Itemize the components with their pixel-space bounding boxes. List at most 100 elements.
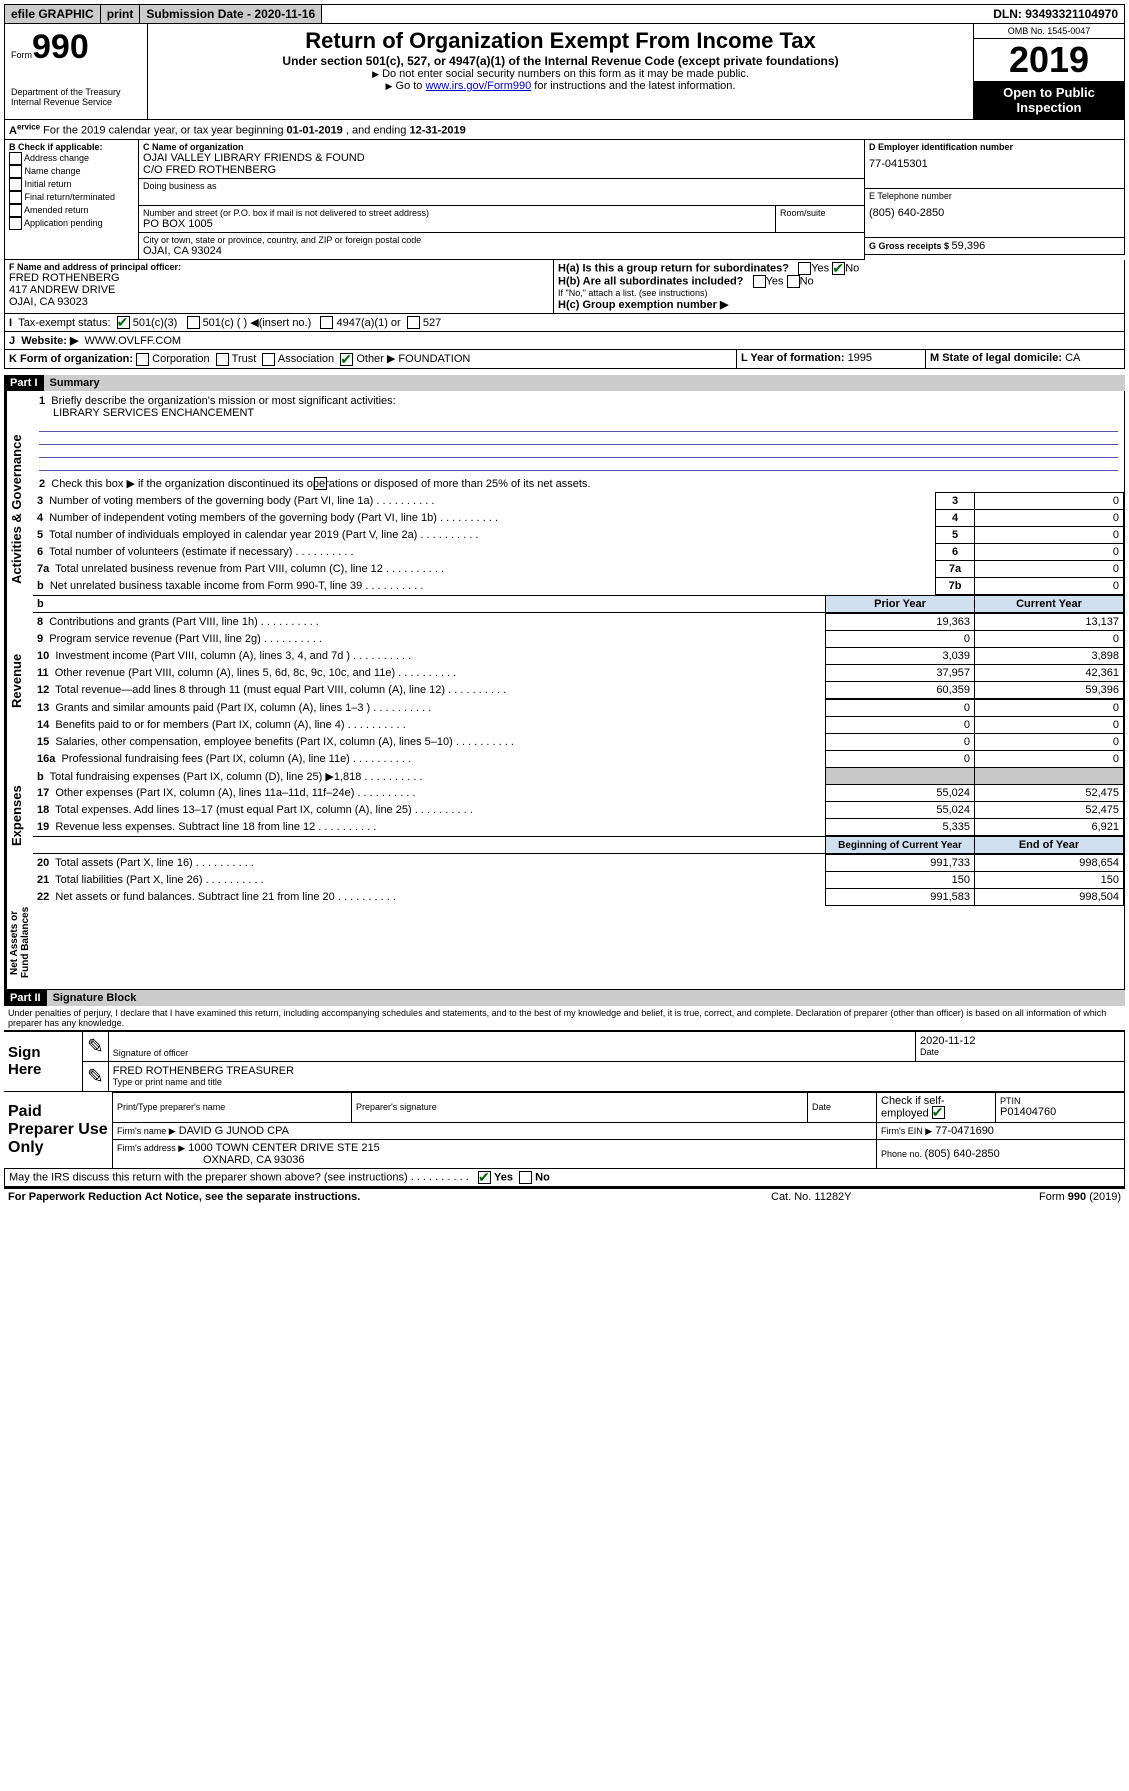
checkbox-ha-yes[interactable] [798, 262, 811, 275]
table-row: 4 Number of independent voting members o… [33, 510, 1124, 527]
checkbox-discuss-yes[interactable] [478, 1171, 491, 1184]
part-i-header: Part I Summary [4, 375, 1125, 391]
table-row: 12 Total revenue—add lines 8 through 11 … [33, 682, 1124, 699]
checkbox-hb-yes[interactable] [753, 275, 766, 288]
checkbox-other[interactable] [340, 353, 353, 366]
lbl-pending: Application pending [24, 218, 103, 228]
irs-label: Internal Revenue Service [11, 97, 141, 107]
table-row: 21 Total liabilities (Part X, line 26)15… [33, 872, 1124, 889]
opt-501c: 501(c) ( ) ◀(insert no.) [203, 317, 312, 329]
checkbox-trust[interactable] [216, 353, 229, 366]
table-row: 22 Net assets or fund balances. Subtract… [33, 889, 1124, 906]
hb-label: H(b) Are all subordinates included? [558, 275, 743, 287]
lbl-yes: Yes [811, 262, 829, 274]
city-state-zip: OJAI, CA 93024 [143, 245, 860, 257]
line-klm: K Form of organization: Corporation Trus… [4, 350, 1125, 369]
page-title: Return of Organization Exempt From Incom… [152, 28, 969, 54]
summary-block: Activities & Governance Revenue Expenses… [4, 391, 1125, 990]
signature-table: Sign Here ✎ Signature of officer 2020-11… [4, 1030, 1125, 1092]
pen-icon: ✎ [83, 1061, 109, 1091]
firm-ein-label: Firm's EIN ▶ [881, 1126, 932, 1136]
summary-content: 1 Briefly describe the organization's mi… [33, 391, 1124, 989]
checkbox-app-pending[interactable] [9, 217, 22, 230]
efile-button[interactable]: efile GRAPHIC [5, 5, 101, 23]
table-row: 11 Other revenue (Part VIII, column (A),… [33, 665, 1124, 682]
hc-label: H(c) Group exemption number ▶ [558, 298, 1120, 311]
checkbox-name-change[interactable] [9, 165, 22, 178]
box-c: C Name of organization OJAI VALLEY LIBRA… [139, 140, 865, 260]
c-name-label: C Name of organization [143, 142, 860, 152]
vt-netassets: Net Assets or Fund Balances [5, 896, 33, 989]
page-footer: For Paperwork Reduction Act Notice, see … [4, 1187, 1125, 1205]
checkbox-ha-no[interactable] [832, 262, 845, 275]
governance-table: 3 Number of voting members of the govern… [33, 492, 1124, 595]
box-b-header: B Check if applicable: [9, 142, 134, 152]
checkbox-final-return[interactable] [9, 191, 22, 204]
entity-info-block: B Check if applicable: Address change Na… [4, 140, 1125, 260]
year-end: 12-31-2019 [409, 125, 465, 137]
part-i-title: Summary [44, 375, 1125, 391]
hdr-begin: Beginning of Current Year [826, 837, 975, 854]
print-button[interactable]: print [101, 5, 141, 23]
officer-name: FRED ROTHENBERG [9, 272, 549, 284]
checkbox-501c[interactable] [187, 316, 200, 329]
checkbox-discontinued[interactable] [314, 477, 327, 490]
checkbox-527[interactable] [407, 316, 420, 329]
discuss-text: May the IRS discuss this return with the… [9, 1171, 408, 1183]
prep-sig-label: Preparer's signature [356, 1102, 803, 1112]
firm-addr1: 1000 TOWN CENTER DRIVE STE 215 [188, 1142, 380, 1154]
lbl-final: Final return/terminated [25, 192, 116, 202]
table-row: 15 Salaries, other compensation, employe… [33, 734, 1124, 751]
org-name: OJAI VALLEY LIBRARY FRIENDS & FOUND [143, 152, 860, 164]
hb-note: If "No," attach a list. (see instruction… [558, 288, 1120, 298]
irs-link[interactable]: www.irs.gov/Form990 [425, 80, 531, 92]
checkbox-initial-return[interactable] [9, 178, 22, 191]
note-ssn: Do not enter social security numbers on … [382, 68, 749, 80]
table-row: 17 Other expenses (Part IX, column (A), … [33, 785, 1124, 802]
checkbox-4947[interactable] [320, 316, 333, 329]
subdate-value: 2020-11-16 [254, 7, 315, 21]
prep-phone: (805) 640-2850 [925, 1148, 1000, 1160]
part-ii-title: Signature Block [47, 990, 1125, 1006]
opt-527: 527 [423, 317, 441, 329]
gross-label: G Gross receipts $ [869, 241, 952, 251]
firm-addr2: OXNARD, CA 93036 [203, 1154, 305, 1166]
checkbox-corp[interactable] [136, 353, 149, 366]
q1-text: Briefly describe the organization's miss… [51, 395, 395, 407]
care-of: C/O FRED ROTHENBERG [143, 164, 860, 176]
lbl-no: No [535, 1171, 550, 1183]
opt-4947: 4947(a)(1) or [337, 317, 401, 329]
sign-here-label: Sign Here [4, 1031, 83, 1092]
arrow-icon [372, 68, 379, 80]
note-goto-b: for instructions and the latest informat… [531, 80, 735, 92]
year-box: OMB No. 1545-0047 2019 Open to Public In… [974, 24, 1124, 119]
officer-addr1: 417 ANDREW DRIVE [9, 284, 549, 296]
year-formation: 1995 [848, 352, 872, 364]
checkbox-amended[interactable] [9, 204, 22, 217]
other-value: FOUNDATION [398, 353, 470, 365]
checkbox-hb-no[interactable] [787, 275, 800, 288]
firm-addr-label: Firm's address ▶ [117, 1143, 185, 1153]
checkbox-assoc[interactable] [262, 353, 275, 366]
checkbox-address-change[interactable] [9, 152, 22, 165]
table-row: 19 Revenue less expenses. Subtract line … [33, 819, 1124, 836]
street-address: PO BOX 1005 [143, 218, 771, 230]
part-ii-bar: Part II [4, 990, 47, 1006]
checkbox-501c3[interactable] [117, 316, 130, 329]
title-block: Return of Organization Exempt From Incom… [148, 24, 974, 119]
hdr-end: End of Year [975, 837, 1124, 854]
omb-number: OMB No. 1545-0047 [974, 24, 1124, 39]
discuss-line: May the IRS discuss this return with the… [4, 1169, 1125, 1187]
dln-value: 93493321104970 [1025, 7, 1118, 21]
table-row: 3 Number of voting members of the govern… [33, 493, 1124, 510]
opt-corp: Corporation [152, 353, 209, 365]
table-row: 14 Benefits paid to or for members (Part… [33, 717, 1124, 734]
year-begin: 01-01-2019 [287, 125, 343, 137]
checkbox-discuss-no[interactable] [519, 1171, 532, 1184]
table-row: b Total fundraising expenses (Part IX, c… [33, 768, 1124, 785]
checkbox-self-employed[interactable] [932, 1106, 945, 1119]
table-row: 6 Total number of volunteers (estimate i… [33, 544, 1124, 561]
lbl-no: No [800, 275, 814, 287]
k-label: K Form of organization: [9, 353, 133, 365]
dln-label: DLN: [993, 7, 1025, 21]
